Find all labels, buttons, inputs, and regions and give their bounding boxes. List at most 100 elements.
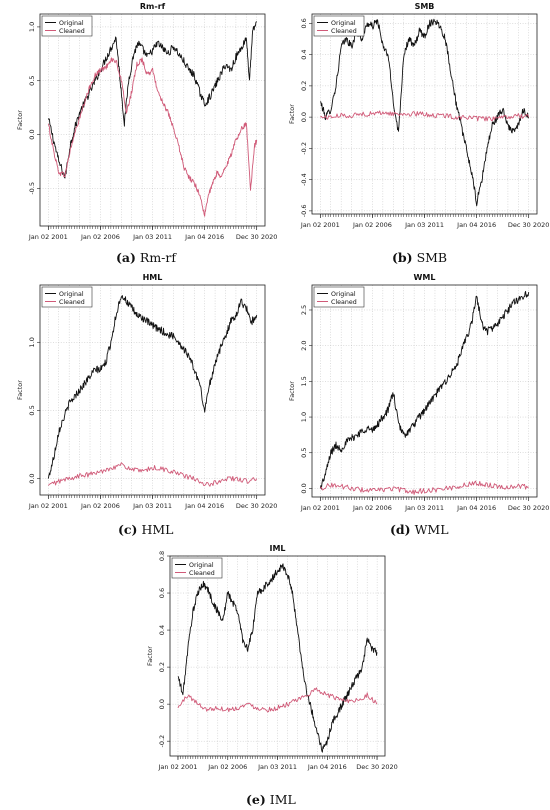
grid (40, 14, 265, 226)
chart-title: IML (269, 544, 285, 553)
caption-b-label: (b) (392, 250, 413, 265)
legend-entry: Original (331, 291, 356, 298)
caption-a-text: Rm-rf (139, 250, 177, 265)
caption-e: (e) IML (246, 792, 296, 807)
chart-hml: HML 0.0 0.5 1.0 Factor Jan 02 2001 Jan 02 2006… (16, 273, 277, 510)
x-tick-label: Jan 03 2011 (257, 763, 297, 771)
grid (312, 285, 537, 497)
caption-e-text: IML (269, 792, 296, 807)
series-line-cleaned (319, 480, 529, 495)
y-tick-label: 0.2 (158, 662, 166, 672)
y-tick-label: 0.2 (300, 81, 308, 91)
y-tick-label: 0.5 (28, 405, 36, 415)
y-tick-label: 0.4 (158, 625, 166, 635)
legend-entry: Cleaned (59, 28, 85, 35)
y-tick-label: 0.8 (158, 551, 166, 561)
caption-d-label: (d) (390, 522, 411, 537)
x-tick-label: Jan 03 2011 (404, 504, 444, 512)
y-axis-label: Factor (146, 646, 154, 666)
caption-d-text: WML (414, 522, 449, 537)
legend-entry: Original (59, 20, 84, 27)
y-tick-label: 1.0 (28, 22, 36, 32)
y-tick-label: 2.5 (300, 305, 308, 315)
y-tick-label: 0.6 (158, 588, 166, 598)
x-tick-label: Jan 02 2001 (28, 502, 68, 510)
x-tick-label: Jan 04 2016 (184, 502, 224, 510)
x-tick-label: Jan 04 2016 (456, 504, 496, 512)
x-tick-label: Jan 02 2006 (352, 221, 392, 229)
caption-d: (d) WML (390, 522, 449, 537)
chart-title: WML (414, 273, 436, 282)
chart-iml: IML -0.2 0.0 0.2 0.4 0.6 0.8 Factor Jan 02 2001 J… (146, 544, 398, 771)
y-tick-label: -0.5 (28, 182, 36, 195)
series-line-original (47, 21, 257, 179)
y-tick-label: 0.5 (300, 448, 308, 458)
x-tick-label: Jan 02 2001 (300, 504, 340, 512)
caption-c: (c) HML (118, 522, 173, 537)
chart-smb: SMB -0.6 -0.4 -0.2 0.0 0.2 0.4 0.6 Factor Jan 02 … (288, 2, 549, 229)
caption-c-label: (c) (118, 522, 138, 537)
caption-e-label: (e) (246, 792, 266, 807)
chart-wml: WML 0.0 0.5 1.0 1.5 2.0 2.5 Factor Jan 02 2001 Ja… (288, 273, 549, 512)
series-line-original (177, 563, 378, 753)
x-tick-label: Jan 04 2016 (307, 763, 347, 771)
x-tick-label: Jan 03 2011 (132, 233, 172, 241)
y-tick-label: 0.6 (300, 18, 308, 28)
legend-entry: Cleaned (331, 28, 357, 35)
caption-b: (b) SMB (392, 250, 447, 265)
legend-entry: Original (189, 562, 214, 569)
y-tick-label: 0.5 (28, 76, 36, 86)
y-tick-label: 0.0 (28, 129, 36, 139)
y-tick-label: 1.0 (28, 337, 36, 347)
x-tick-label: Jan 02 2001 (28, 233, 68, 241)
y-tick-label: 1.5 (300, 376, 308, 386)
x-tick-label: Jan 02 2006 (80, 502, 120, 510)
chart-rm-rf: Rm-rf -0.5 0.0 0.5 1.0 Factor Jan 02 2001 Jan 0… (16, 2, 277, 241)
y-tick-label: 0.0 (300, 112, 308, 122)
y-tick-label: 0.4 (300, 49, 308, 59)
series-line-cleaned (47, 462, 258, 487)
grid (312, 14, 537, 214)
y-tick-label: 2.0 (300, 341, 308, 351)
x-tick-label: Jan 02 2006 (207, 763, 247, 771)
series-line-original (47, 295, 258, 479)
x-tick-label: Jan 03 2011 (404, 221, 444, 229)
x-tick-label: Dec 30 2020 (508, 504, 550, 512)
x-tick-label: Jan 02 2006 (352, 504, 392, 512)
chart-title: HML (143, 273, 163, 282)
caption-a-label: (a) (116, 250, 136, 265)
y-tick-label: 0.0 (158, 699, 166, 709)
chart-title: SMB (415, 2, 435, 11)
y-axis-label: Factor (16, 380, 24, 400)
y-tick-label: -0.2 (158, 735, 166, 748)
y-axis-label: Factor (16, 110, 24, 130)
caption-c-text: HML (141, 522, 174, 537)
grid (170, 555, 385, 756)
series-line-cleaned (47, 57, 258, 217)
x-tick-label: Dec 30 2020 (236, 502, 278, 510)
series-line-original (319, 290, 530, 490)
x-tick-label: Dec 30 2020 (356, 763, 398, 771)
caption-a: (a) Rm-rf (116, 250, 176, 265)
y-axis-label: Factor (288, 381, 296, 401)
legend-entry: Cleaned (189, 570, 215, 577)
x-tick-label: Jan 03 2011 (132, 502, 172, 510)
y-tick-label: 0.0 (300, 483, 308, 493)
series-line-cleaned (177, 687, 378, 713)
chart-title: Rm-rf (140, 2, 166, 11)
y-axis-label: Factor (288, 104, 296, 124)
caption-b-text: SMB (416, 250, 448, 265)
legend-entry: Cleaned (331, 299, 357, 306)
x-tick-label: Jan 04 2016 (456, 221, 496, 229)
y-tick-label: -0.2 (300, 142, 308, 155)
y-tick-label: 0.0 (28, 473, 36, 483)
x-tick-label: Dec 30 2020 (236, 233, 278, 241)
y-tick-label: -0.6 (300, 205, 308, 218)
y-tick-label: -0.4 (300, 173, 308, 186)
